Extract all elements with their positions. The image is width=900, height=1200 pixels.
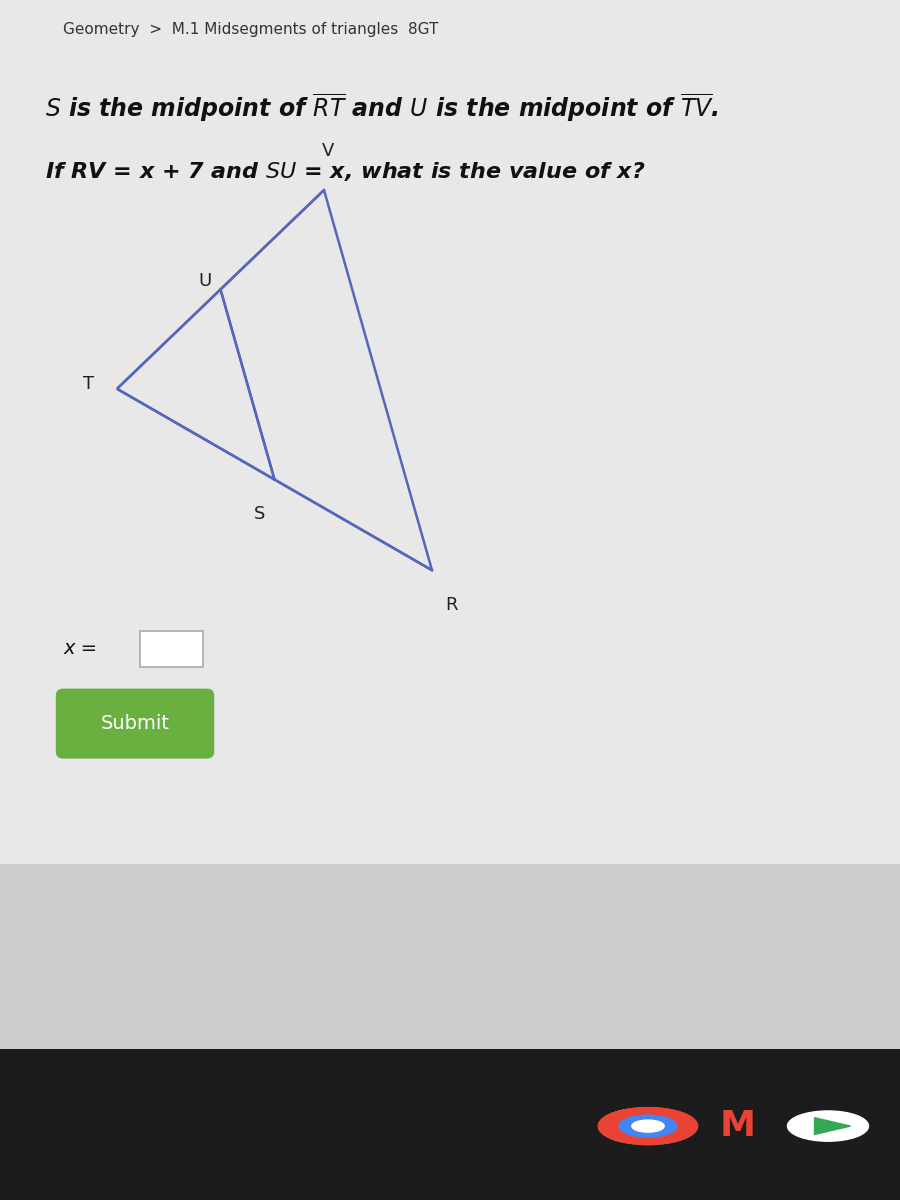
Wedge shape: [623, 1108, 698, 1126]
Circle shape: [632, 1120, 664, 1132]
Text: T: T: [84, 376, 94, 394]
Text: Geometry  >  M.1 Midsegments of triangles  8GT: Geometry > M.1 Midsegments of triangles …: [63, 22, 438, 36]
Text: S: S: [254, 505, 266, 523]
FancyBboxPatch shape: [0, 864, 900, 1049]
Text: x =: x =: [63, 638, 97, 658]
Circle shape: [619, 1115, 677, 1136]
Text: R: R: [446, 596, 458, 614]
Circle shape: [632, 1120, 664, 1132]
Wedge shape: [623, 1126, 698, 1145]
FancyBboxPatch shape: [56, 689, 214, 758]
Wedge shape: [598, 1110, 648, 1142]
FancyBboxPatch shape: [0, 1049, 900, 1200]
Text: U: U: [198, 271, 212, 289]
Text: If RV = x + 7 and $SU$ = x, what is the value of x?: If RV = x + 7 and $SU$ = x, what is the …: [45, 160, 645, 182]
Circle shape: [598, 1108, 698, 1145]
Text: $S$ is the midpoint of $\overline{RT}$ and $U$ is the midpoint of $\overline{TV}: $S$ is the midpoint of $\overline{RT}$ a…: [45, 91, 719, 124]
Polygon shape: [814, 1117, 850, 1134]
Circle shape: [619, 1115, 677, 1136]
Text: V: V: [322, 142, 335, 160]
Circle shape: [788, 1111, 868, 1141]
Text: Submit: Submit: [101, 714, 169, 733]
Text: M: M: [720, 1109, 756, 1144]
FancyBboxPatch shape: [140, 631, 202, 667]
